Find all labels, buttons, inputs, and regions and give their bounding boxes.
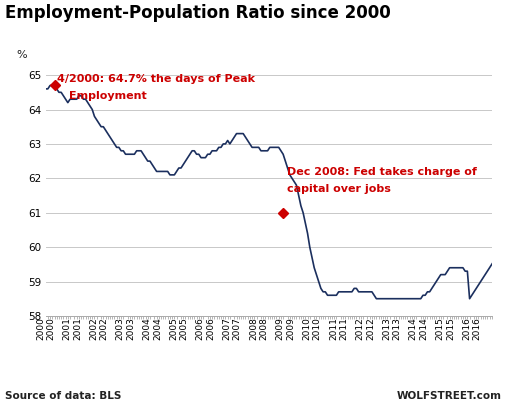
- Text: WOLFSTREET.com: WOLFSTREET.com: [397, 391, 502, 401]
- Text: capital over jobs: capital over jobs: [287, 184, 391, 194]
- Text: Source of data: BLS: Source of data: BLS: [5, 391, 122, 401]
- Text: %: %: [17, 50, 27, 60]
- Text: Employment: Employment: [69, 91, 147, 101]
- Text: Employment-Population Ratio since 2000: Employment-Population Ratio since 2000: [5, 4, 391, 22]
- Text: 4/2000: 64.7% the days of Peak: 4/2000: 64.7% the days of Peak: [57, 74, 255, 84]
- Text: Dec 2008: Fed takes charge of: Dec 2008: Fed takes charge of: [287, 166, 477, 177]
